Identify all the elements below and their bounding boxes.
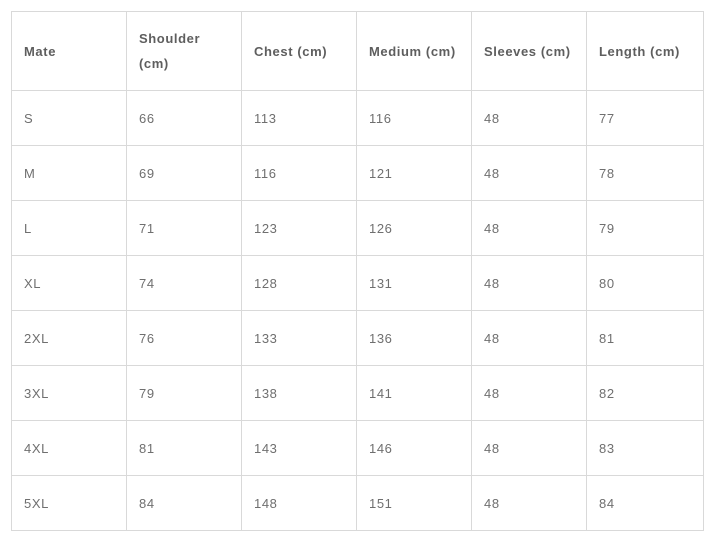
table-row: XL 74 128 131 48 80 [11,255,704,311]
table-row: 4XL 81 143 146 48 83 [11,420,704,476]
table-row: 3XL 79 138 141 48 82 [11,365,704,421]
table-cell: 116 [356,90,472,146]
table-cell: 48 [471,90,587,146]
table-row: 2XL 76 133 136 48 81 [11,310,704,366]
table-cell: 113 [241,90,357,146]
table-cell: 48 [471,145,587,201]
table-cell: 81 [586,310,704,366]
table-cell: 123 [241,200,357,256]
table-cell: 84 [586,475,704,531]
table-cell: 77 [586,90,704,146]
table-cell: 128 [241,255,357,311]
table-cell: 126 [356,200,472,256]
table-cell: XL [11,255,127,311]
table-row: L 71 123 126 48 79 [11,200,704,256]
table-cell: 136 [356,310,472,366]
size-chart-table: Mate Shoulder (cm) Chest (cm) Medium (cm) Sl… [11,11,704,531]
table-cell: 5XL [11,475,127,531]
table-cell: 79 [586,200,704,256]
table-cell: 148 [241,475,357,531]
table-cell: 82 [586,365,704,421]
table-cell: 48 [471,200,587,256]
table-cell: 133 [241,310,357,366]
table-cell: 2XL [11,310,127,366]
column-header: Shoulder (cm) [126,11,242,91]
table-cell: 74 [126,255,242,311]
table-cell: 79 [126,365,242,421]
table-cell: 48 [471,255,587,311]
header-row: Mate Shoulder (cm) Chest (cm) Medium (cm) Sl… [11,11,704,91]
table-cell: 80 [586,255,704,311]
column-header: Mate [11,11,127,91]
table-cell: 83 [586,420,704,476]
table-row: 5XL 84 148 151 48 84 [11,475,704,531]
table-cell: 146 [356,420,472,476]
table-cell: 4XL [11,420,127,476]
column-header: Sleeves (cm) [471,11,587,91]
table-cell: 48 [471,420,587,476]
table-cell: 48 [471,310,587,366]
table-cell: 76 [126,310,242,366]
table-cell: S [11,90,127,146]
table-cell: 138 [241,365,357,421]
table-cell: 143 [241,420,357,476]
column-header: Length (cm) [586,11,704,91]
table-row: S 66 113 116 48 77 [11,90,704,146]
table-cell: L [11,200,127,256]
column-header: Medium (cm) [356,11,472,91]
table-cell: 66 [126,90,242,146]
table-cell: 81 [126,420,242,476]
table-cell: 84 [126,475,242,531]
table-cell: 69 [126,145,242,201]
table-cell: 151 [356,475,472,531]
table-row: M 69 116 121 48 78 [11,145,704,201]
table-cell: 48 [471,365,587,421]
table-cell: 78 [586,145,704,201]
table-cell: 71 [126,200,242,256]
table-cell: 116 [241,145,357,201]
table-cell: 131 [356,255,472,311]
table-cell: 3XL [11,365,127,421]
table-cell: 48 [471,475,587,531]
table-cell: 141 [356,365,472,421]
column-header: Chest (cm) [241,11,357,91]
table-cell: M [11,145,127,201]
table-cell: 121 [356,145,472,201]
